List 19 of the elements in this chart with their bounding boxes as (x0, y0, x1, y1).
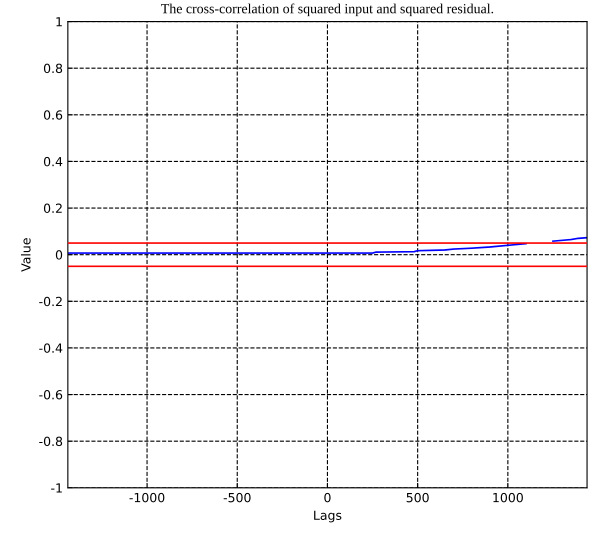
y-tick-label: -0.4 (39, 343, 62, 353)
x-tick-label: 1000 (493, 492, 523, 502)
x-tick-label: -500 (224, 492, 251, 502)
y-tick-label: -0.8 (39, 436, 62, 446)
chart-title: The cross-correlation of squared input and squared residual. (161, 3, 494, 16)
y-tick-label: 0 (56, 250, 62, 260)
x-tick-label: 500 (406, 492, 429, 502)
y-tick-label: 1 (56, 17, 62, 26)
y-tick-label: 0.8 (44, 64, 62, 74)
y-tick-label: 0.6 (44, 110, 62, 120)
x-tick-label: -1000 (129, 492, 164, 502)
y-axis-title: Value (20, 238, 31, 272)
y-tick-label: 0.4 (44, 156, 62, 166)
y-tick-label: -0.2 (39, 296, 62, 306)
x-axis-title: Lags (314, 510, 342, 522)
y-tick-label: 0.2 (44, 204, 62, 213)
x-tick-label: 0 (324, 492, 331, 502)
y-tick-label: -0.6 (39, 390, 62, 400)
y-tick-label: -1 (51, 483, 62, 493)
